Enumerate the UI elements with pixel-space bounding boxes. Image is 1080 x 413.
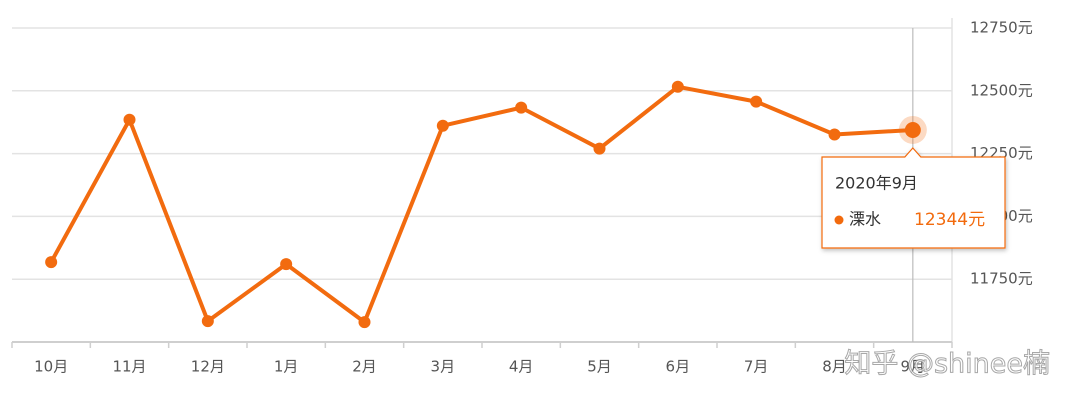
point	[201, 315, 214, 328]
x-tick-label: 10月	[34, 358, 68, 376]
series-line	[49, 84, 913, 325]
x-tick-label: 7月	[744, 358, 769, 376]
point	[45, 256, 58, 269]
x-tick-label: 3月	[431, 358, 456, 376]
tooltip-value: 12344元	[914, 210, 985, 230]
y-tick-label: 12500元	[970, 81, 1033, 99]
x-tick-label: 5月	[587, 358, 612, 376]
active-point	[904, 121, 921, 138]
x-tick-label: 4月	[509, 358, 534, 376]
x-tick-label: 8月	[822, 358, 847, 376]
tooltip-dot	[834, 215, 844, 225]
y-tick-label: 11750元	[970, 270, 1033, 288]
point	[671, 80, 684, 93]
x-tick-label: 12月	[191, 358, 225, 376]
tooltip-name: 溧水	[849, 210, 881, 229]
x-tick-label: 11月	[112, 358, 146, 376]
point	[828, 128, 841, 141]
x-tick-label: 9月	[901, 358, 926, 376]
point	[436, 119, 449, 132]
y-tick-label: 12750元	[970, 19, 1033, 37]
point	[358, 316, 371, 329]
point	[123, 113, 136, 126]
point	[750, 95, 763, 108]
tooltip-title: 2020年9月	[835, 174, 918, 193]
tooltip-box	[821, 147, 1006, 249]
point	[593, 142, 606, 155]
x-tick-label: 6月	[666, 358, 691, 376]
watermark: 知乎 @shinee楠	[844, 349, 1050, 380]
x-tick-label: 2月	[352, 358, 377, 376]
point	[515, 101, 528, 114]
point	[280, 258, 293, 271]
x-tick-label: 1月	[274, 358, 299, 376]
